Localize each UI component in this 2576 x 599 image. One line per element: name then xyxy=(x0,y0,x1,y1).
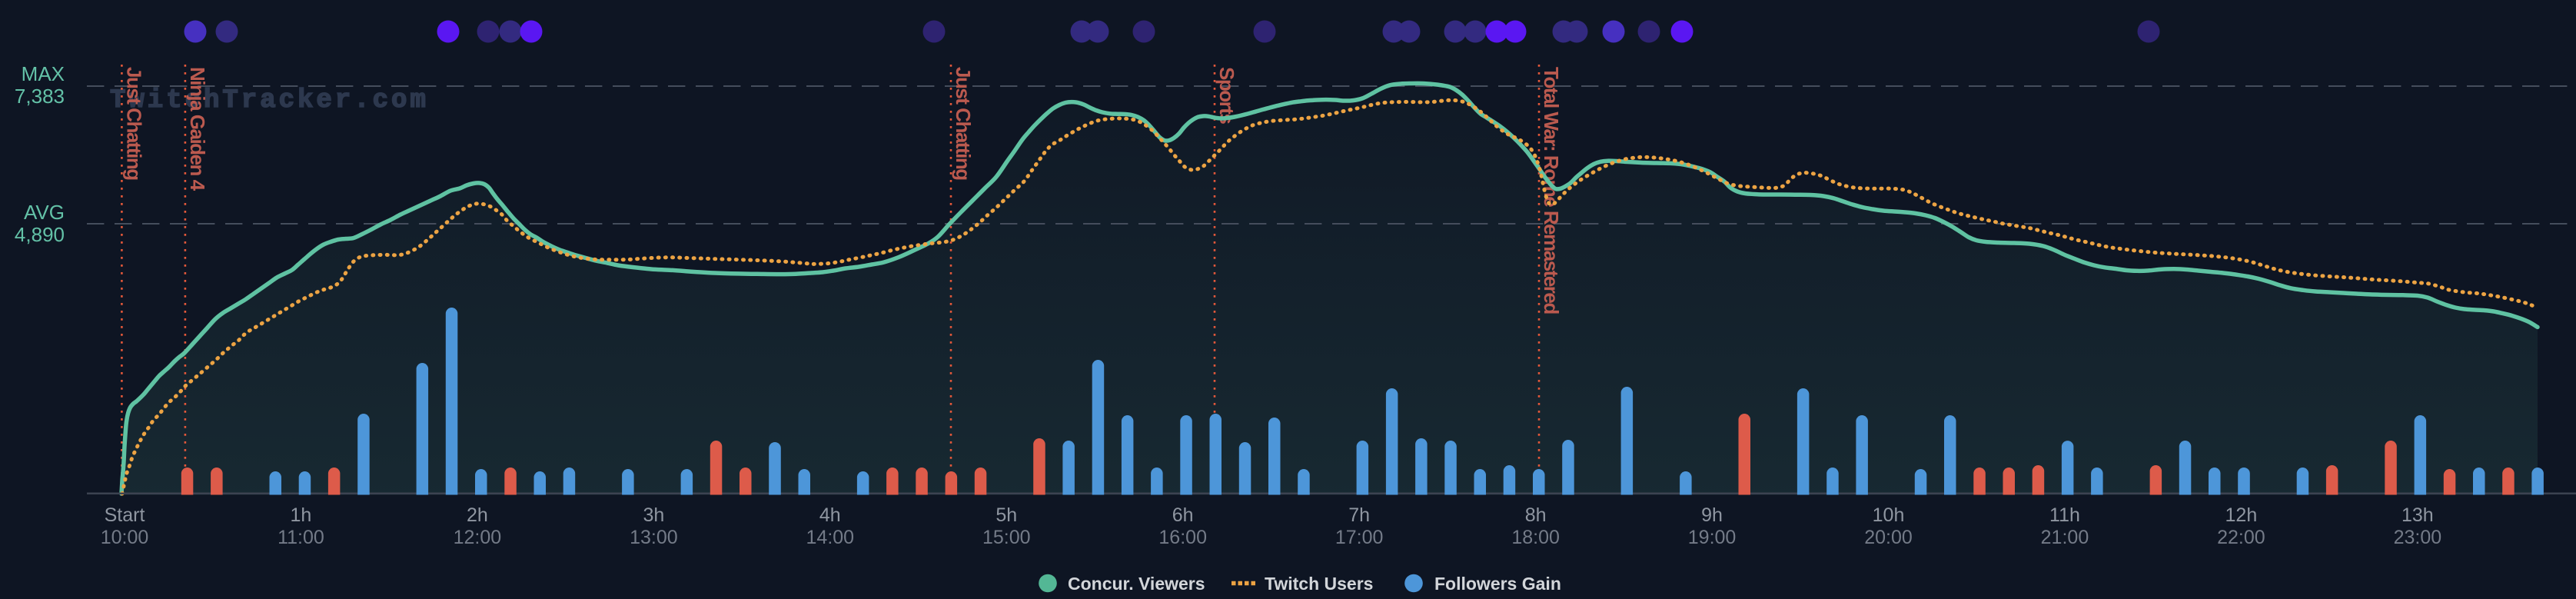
svg-text:8h: 8h xyxy=(1525,504,1547,526)
svg-text:5h: 5h xyxy=(995,504,1017,526)
svg-text:Just Chatting: Just Chatting xyxy=(952,67,975,180)
svg-text:12h: 12h xyxy=(2225,504,2258,526)
svg-text:4,890: 4,890 xyxy=(15,223,65,246)
svg-text:9h: 9h xyxy=(1701,504,1723,526)
svg-text:18:00: 18:00 xyxy=(1511,527,1560,548)
svg-text:Sports: Sports xyxy=(1215,67,1238,124)
svg-text:17:00: 17:00 xyxy=(1335,527,1384,548)
svg-text:MAX: MAX xyxy=(22,62,65,85)
svg-text:6h: 6h xyxy=(1172,504,1194,526)
svg-text:10h: 10h xyxy=(1873,504,1905,526)
svg-text:14:00: 14:00 xyxy=(806,527,855,548)
svg-text:12:00: 12:00 xyxy=(454,527,502,548)
svg-text:15:00: 15:00 xyxy=(982,527,1031,548)
svg-text:AVG: AVG xyxy=(24,201,65,224)
svg-text:20:00: 20:00 xyxy=(1864,527,1913,548)
svg-text:13h: 13h xyxy=(2401,504,2434,526)
svg-text:13:00: 13:00 xyxy=(630,527,678,548)
svg-text:Twitch Users: Twitch Users xyxy=(1265,574,1373,594)
svg-text:11:00: 11:00 xyxy=(278,527,324,548)
svg-text:Just Chatting: Just Chatting xyxy=(122,67,145,180)
svg-text:2h: 2h xyxy=(467,504,488,526)
svg-text:19:00: 19:00 xyxy=(1688,527,1737,548)
svg-text:3h: 3h xyxy=(643,504,664,526)
svg-text:16:00: 16:00 xyxy=(1158,527,1207,548)
svg-text:Start: Start xyxy=(105,504,145,526)
svg-text:Followers Gain: Followers Gain xyxy=(1434,574,1561,594)
svg-text:22:00: 22:00 xyxy=(2217,527,2265,548)
svg-text:Concur. Viewers: Concur. Viewers xyxy=(1068,574,1205,594)
svg-text:Ninja Gaiden 4: Ninja Gaiden 4 xyxy=(186,67,209,191)
svg-text:23:00: 23:00 xyxy=(2394,527,2442,548)
svg-text:7h: 7h xyxy=(1348,504,1370,526)
svg-text:4h: 4h xyxy=(819,504,841,526)
svg-text:11h: 11h xyxy=(2049,504,2080,526)
svg-text:1h: 1h xyxy=(291,504,312,526)
svg-text:10:00: 10:00 xyxy=(101,527,149,548)
svg-text:TwitchTracker.com: TwitchTracker.com xyxy=(110,86,429,115)
svg-text:7,383: 7,383 xyxy=(15,85,65,108)
svg-text:21:00: 21:00 xyxy=(2041,527,2089,548)
